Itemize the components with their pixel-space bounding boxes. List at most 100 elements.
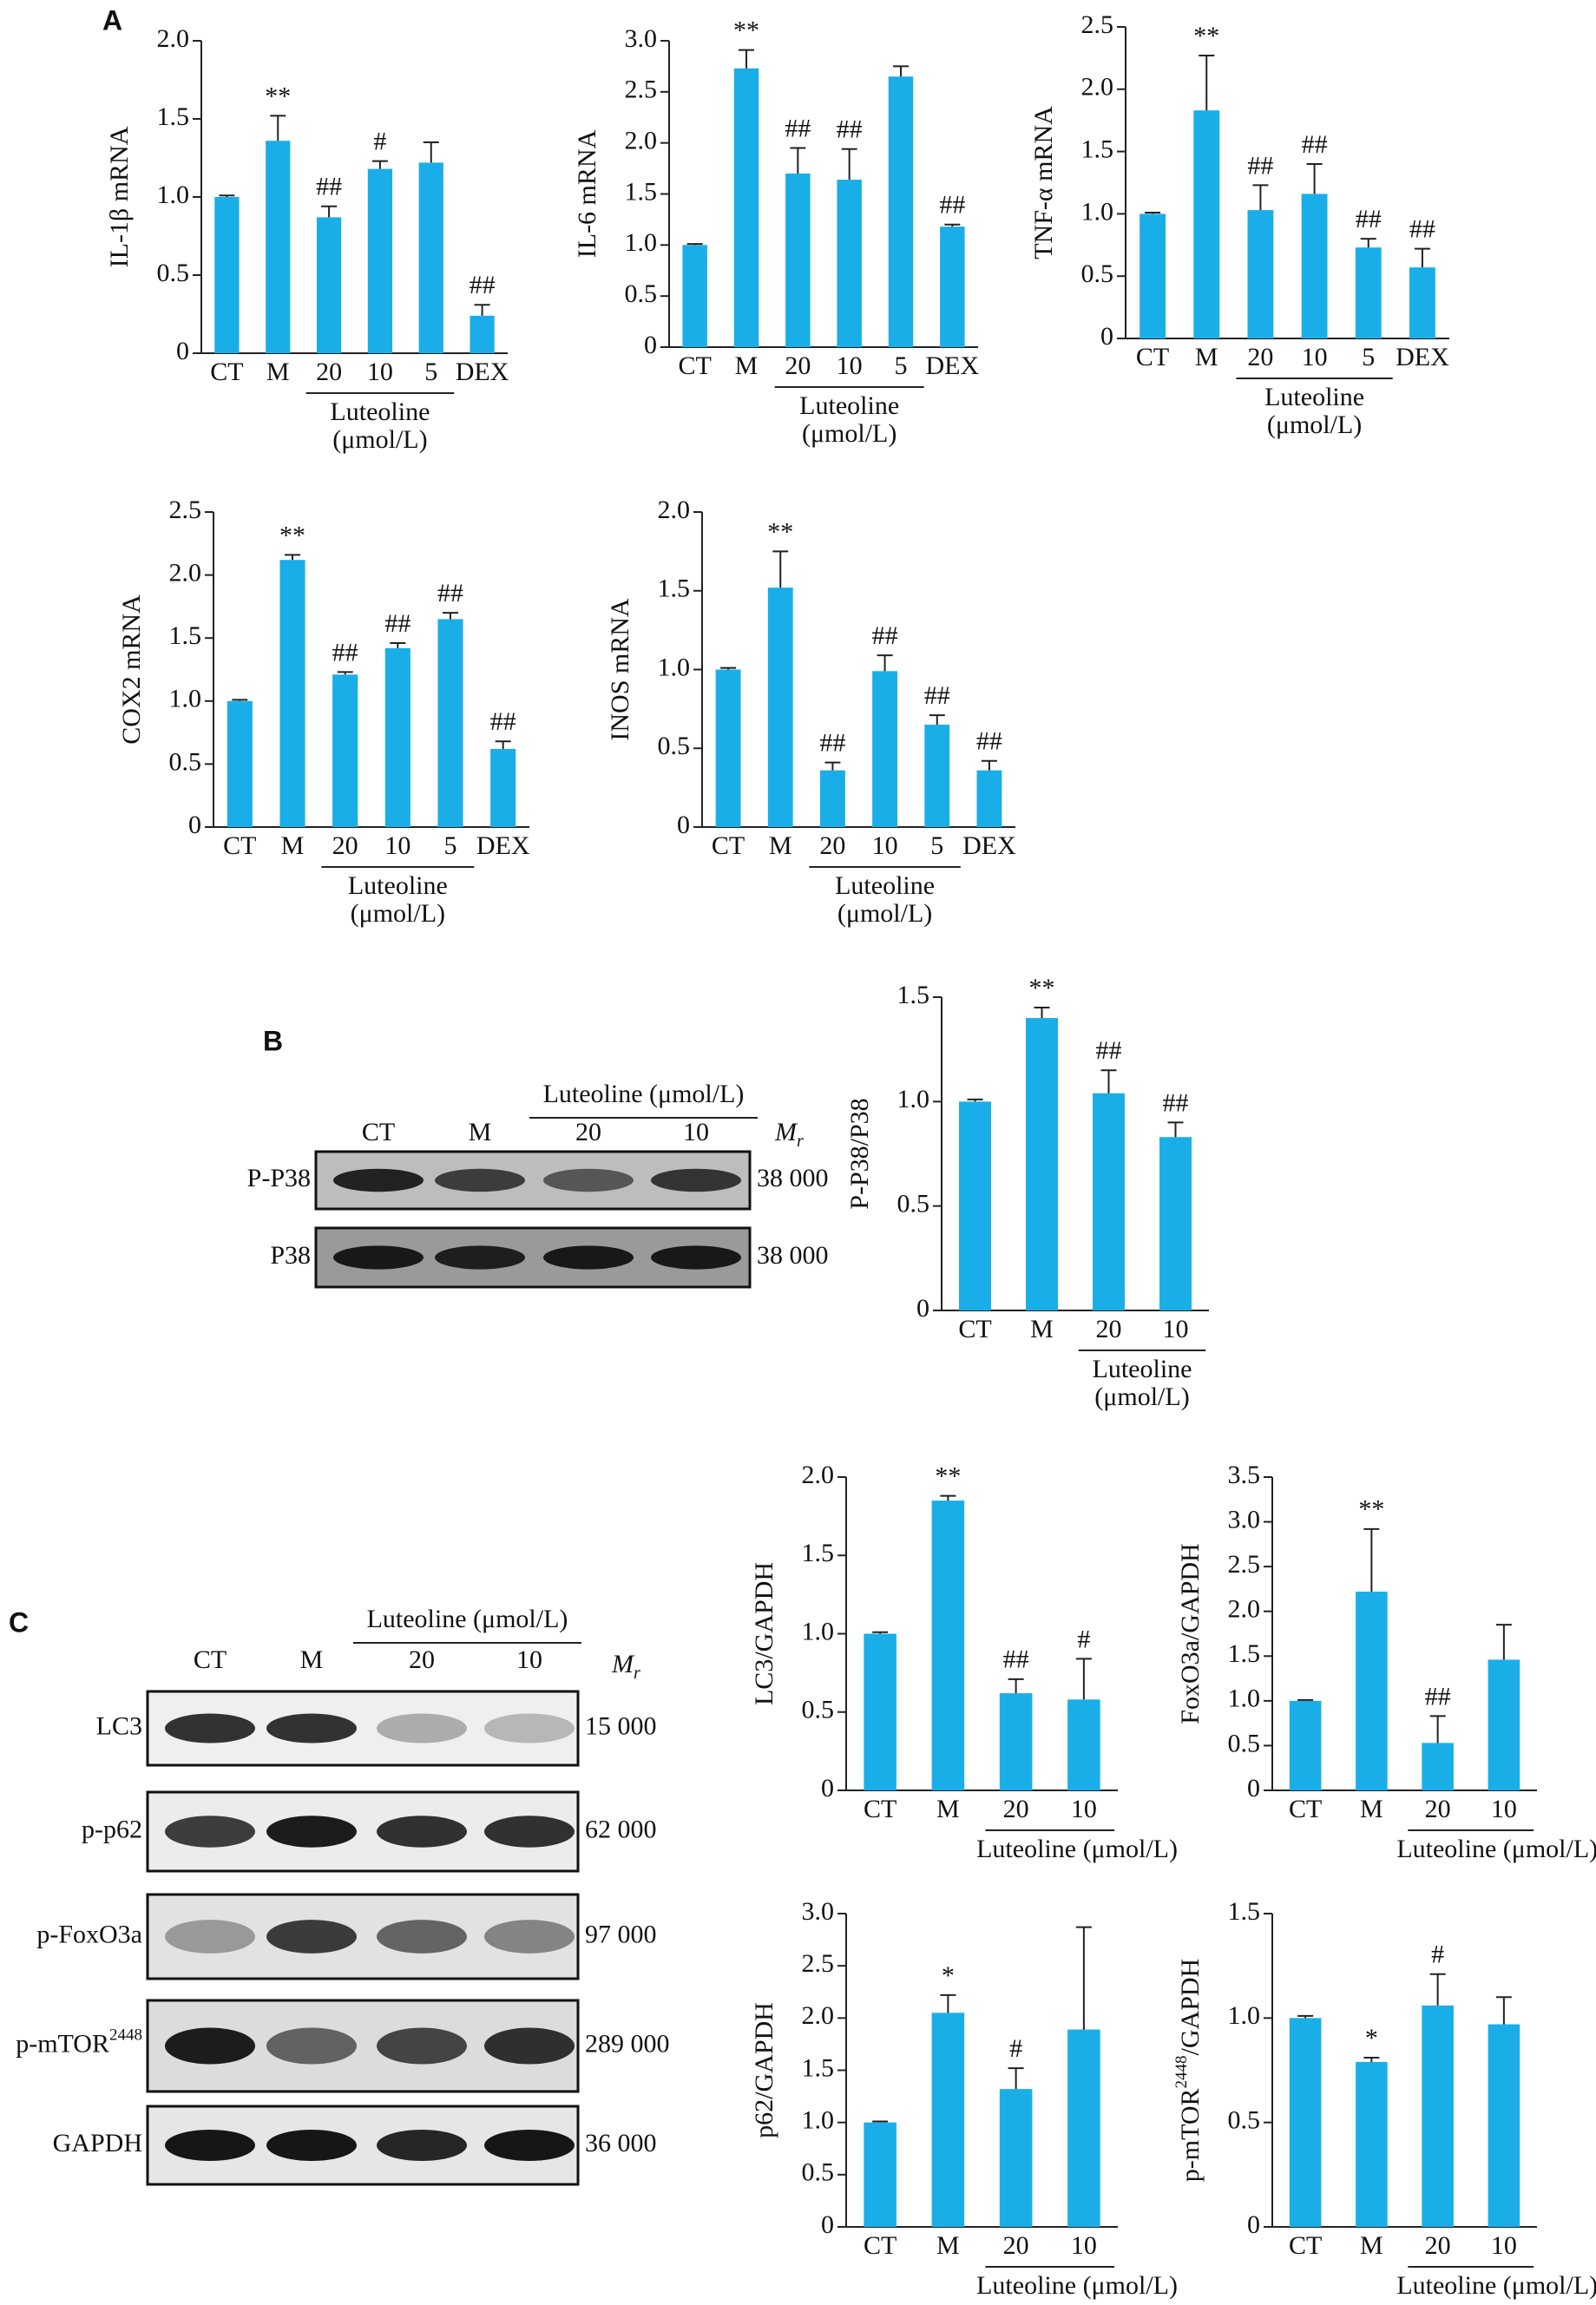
- bar: [227, 700, 253, 827]
- x-tick-label: M: [936, 2231, 960, 2260]
- bar: [316, 217, 342, 353]
- bar: [888, 76, 914, 347]
- y-tick-label: 0: [677, 811, 690, 839]
- y-tick-label: 0.5: [1081, 259, 1114, 288]
- bar: [999, 2089, 1033, 2227]
- bar: [1159, 1137, 1192, 1310]
- bar: [864, 2122, 897, 2227]
- blot-band: [165, 1816, 255, 1848]
- group-label: (μmol/L): [332, 425, 427, 454]
- y-tick-label: 1.0: [1228, 1684, 1261, 1713]
- x-tick-label: M: [1030, 1315, 1054, 1343]
- x-tick-label: CT: [223, 831, 256, 860]
- blot-band: [377, 2027, 467, 2065]
- error-bar: [1034, 1007, 1050, 1019]
- error-bar: [495, 740, 511, 749]
- error-bar: [720, 667, 737, 670]
- y-axis-title-sup: 2448: [1172, 2055, 1191, 2088]
- y-tick-label: 2.5: [1228, 1550, 1261, 1579]
- lane-label: CT: [362, 1118, 395, 1146]
- bar: [837, 180, 862, 347]
- y-tick-label: 0: [1100, 322, 1113, 351]
- blot-band: [377, 1713, 467, 1744]
- blot-row-label: p-mTOR2448: [16, 2026, 142, 2059]
- bar: [976, 770, 1002, 827]
- x-tick-label: 5: [1362, 343, 1375, 371]
- y-tick-label: 2.0: [1081, 73, 1114, 102]
- blot-band: [165, 1713, 255, 1744]
- significance-marker: ##: [819, 728, 845, 757]
- blot-band: [484, 2130, 575, 2161]
- y-tick-label: 0.5: [157, 259, 190, 287]
- bar: [1409, 267, 1435, 338]
- error-bar: [1363, 1527, 1380, 1592]
- x-tick-label: 5: [895, 351, 908, 380]
- panel-label: B: [263, 1025, 283, 1056]
- group-label: Luteoline: [1264, 383, 1364, 411]
- error-bar: [1167, 1121, 1184, 1138]
- y-tick-label: 2.0: [169, 558, 202, 587]
- significance-marker: ##: [1163, 1088, 1189, 1117]
- x-tick-label: 20: [332, 831, 358, 860]
- blot-row-label: P-P38: [247, 1164, 311, 1192]
- blot-row-label: GAPDH: [53, 2129, 142, 2157]
- y-tick-label: 2.0: [802, 1461, 835, 1489]
- x-tick-label: 10: [384, 831, 410, 860]
- error-bar: [739, 49, 754, 69]
- y-tick-label: 2.5: [802, 1949, 835, 1978]
- x-tick-label: CT: [958, 1315, 991, 1343]
- error-bar: [1100, 1069, 1117, 1093]
- error-bar: [285, 554, 300, 561]
- significance-marker: **: [733, 16, 759, 44]
- error-bar: [474, 304, 490, 316]
- significance-marker: **: [1358, 1495, 1384, 1524]
- x-tick-label: 20: [785, 351, 811, 380]
- blot-band: [266, 1816, 357, 1848]
- y-tick-label: 0.5: [802, 2158, 835, 2187]
- x-tick-label: 20: [316, 358, 342, 386]
- mr-label-main: M: [611, 1650, 635, 1678]
- significance-marker: ##: [976, 727, 1002, 756]
- significance-marker: **: [265, 82, 291, 110]
- blot-row-label-text: p-mTOR: [16, 2029, 109, 2058]
- bar: [1067, 1699, 1100, 1790]
- bar: [1356, 1592, 1388, 1790]
- x-tick-label: DEX: [476, 831, 530, 860]
- x-tick-label: M: [735, 351, 759, 380]
- significance-marker: **: [935, 1462, 961, 1491]
- x-tick-label: 10: [1071, 1795, 1097, 1823]
- bar: [470, 315, 495, 353]
- y-axis-title: INOS mRNA: [606, 598, 634, 741]
- blot-row-label-text: LC3: [96, 1711, 142, 1740]
- significance-marker: ##: [1003, 1645, 1029, 1674]
- x-tick-label: 20: [1003, 1795, 1029, 1823]
- blot-band: [377, 2130, 467, 2161]
- y-tick-label: 1.5: [658, 575, 691, 603]
- blot-row-label: LC3: [96, 1711, 142, 1740]
- error-bar: [967, 1098, 983, 1102]
- error-bar: [1075, 1926, 1092, 2030]
- blot-row-label-text: GAPDH: [53, 2129, 142, 2157]
- x-tick-label: 20: [1425, 1795, 1451, 1823]
- blot-band: [266, 2027, 357, 2065]
- error-bar: [1363, 2057, 1380, 2062]
- mr-label-main: M: [774, 1118, 798, 1146]
- error-bar: [1252, 184, 1269, 211]
- y-tick-label: 0: [821, 1774, 834, 1803]
- blot-band: [484, 2027, 575, 2065]
- error-bar: [1306, 162, 1323, 194]
- y-tick-label: 3.0: [625, 24, 658, 53]
- significance-marker: #: [1431, 1941, 1444, 1969]
- blot-band: [377, 1816, 467, 1848]
- blot-header: Luteoline (μmol/L): [543, 1080, 745, 1108]
- error-bar: [686, 243, 703, 246]
- error-bar: [944, 223, 961, 227]
- y-tick-label: 0.5: [1228, 2106, 1261, 2135]
- error-bar: [790, 147, 806, 174]
- molecular-weight: 15 000: [585, 1711, 657, 1740]
- significance-marker: ##: [1247, 151, 1273, 180]
- x-tick-label: M: [936, 1795, 960, 1823]
- x-tick-label: 10: [1491, 2231, 1517, 2260]
- y-tick-label: 1.5: [1228, 1897, 1261, 1926]
